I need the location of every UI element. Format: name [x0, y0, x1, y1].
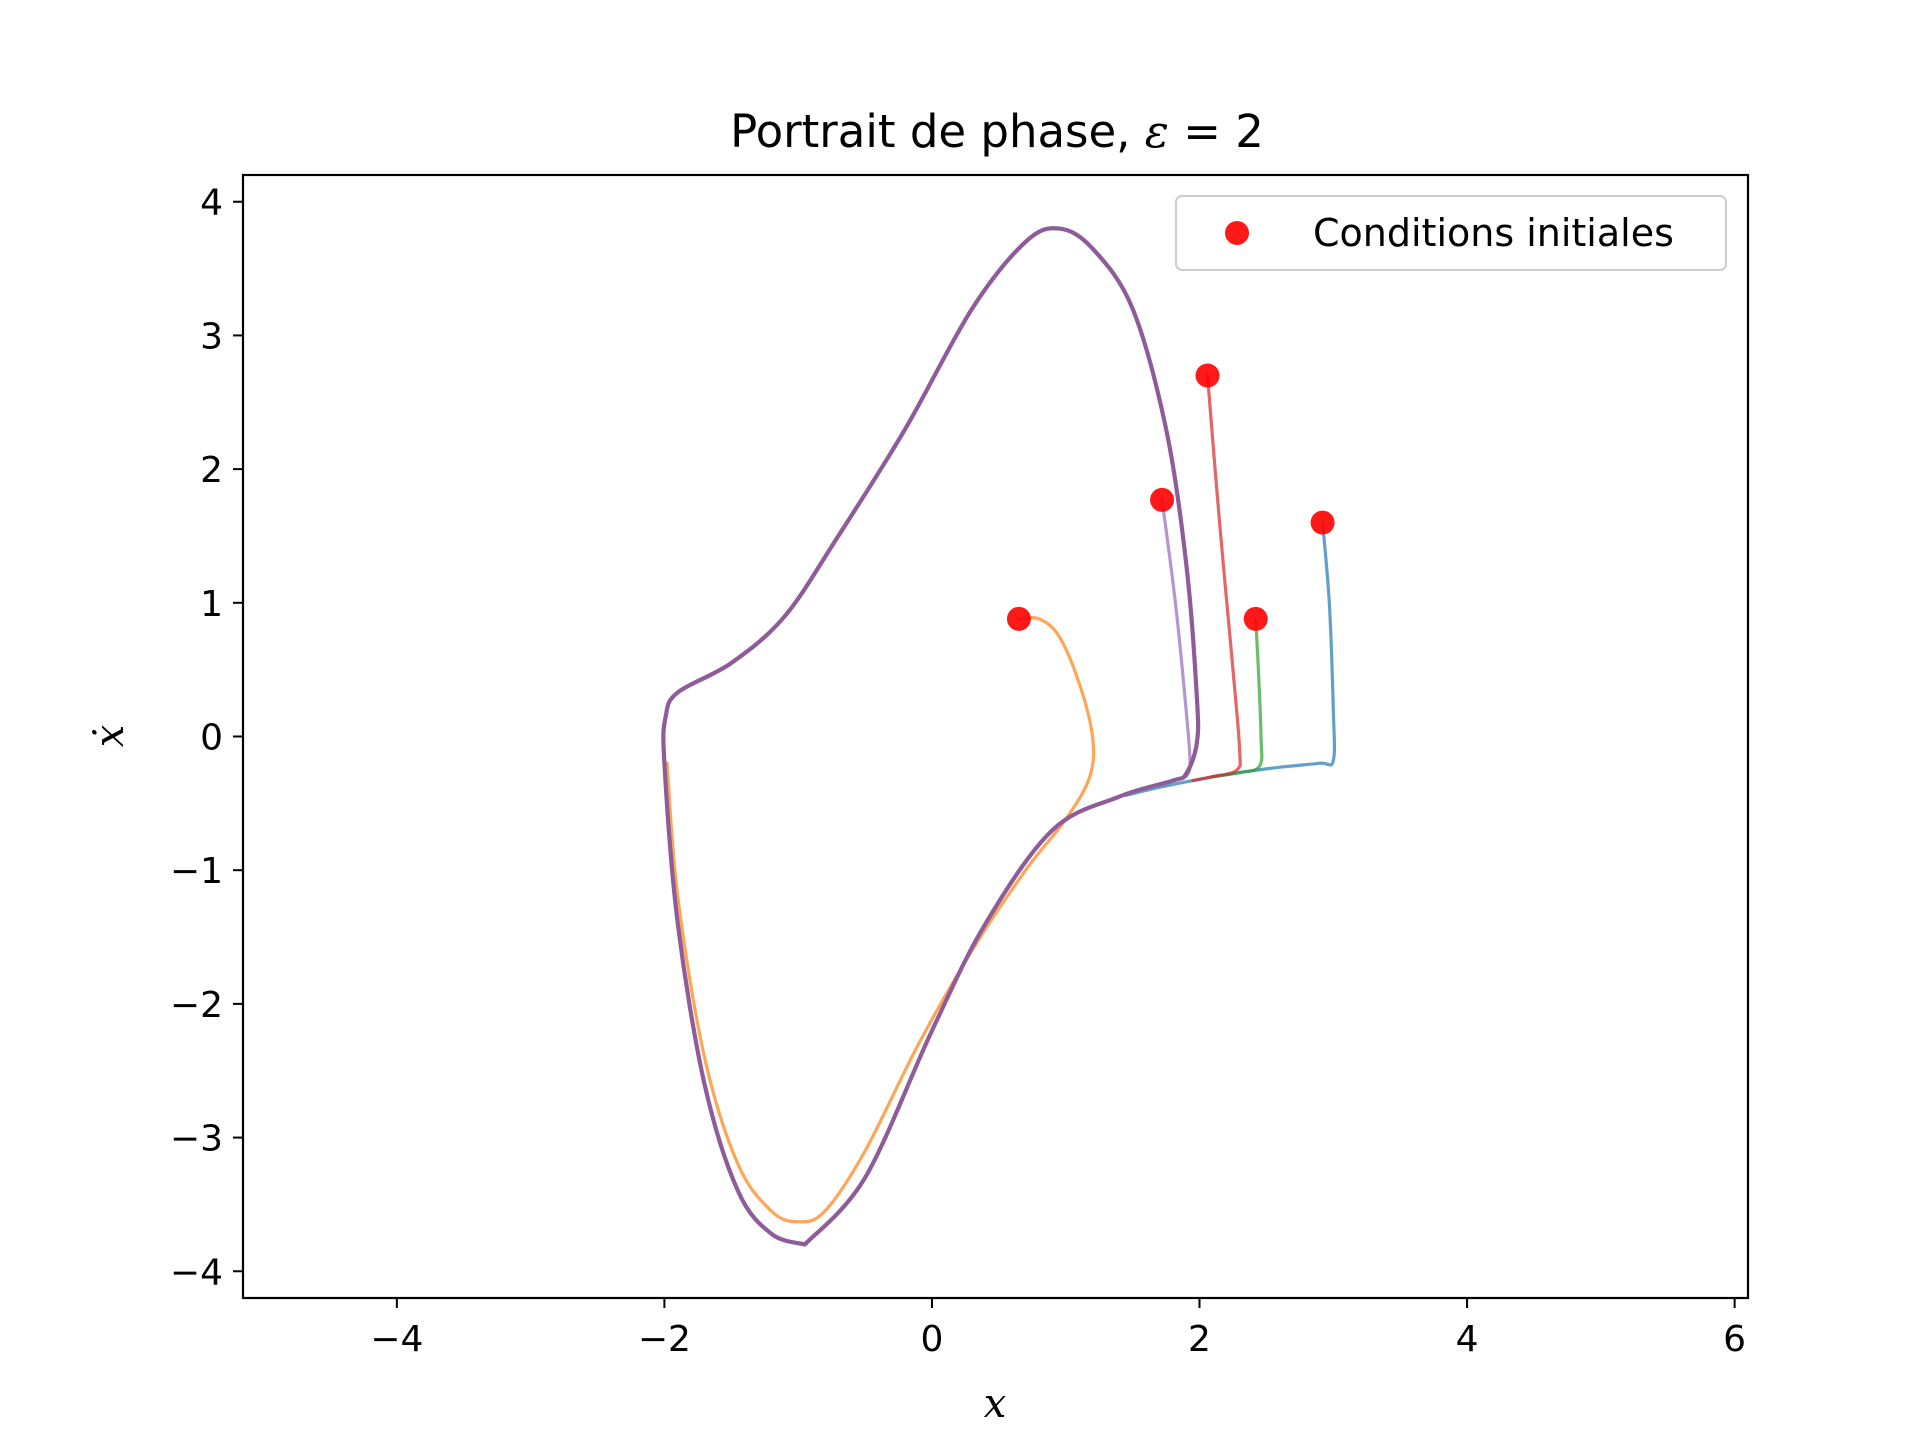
x-tick-label: −2 [638, 1319, 691, 1360]
y-tick-label: 1 [200, 584, 223, 625]
trajectory-line-1 [1124, 521, 1337, 797]
y-tick-label: 4 [200, 183, 223, 224]
initial-condition-layer [1006, 363, 1335, 631]
y-tick-label: 0 [200, 718, 223, 759]
trajectory-line-4 [1191, 373, 1242, 783]
x-tick-label: −4 [370, 1319, 423, 1360]
x-tick-label: 4 [1456, 1319, 1479, 1360]
x-axis-label: x [984, 1381, 1007, 1427]
y-tick-label: −3 [170, 1119, 223, 1160]
x-tick-label: 2 [1188, 1319, 1211, 1360]
y-tick-label: −1 [170, 851, 223, 892]
initial-condition-point [1243, 606, 1268, 631]
y-axis-label: ẋ [87, 725, 133, 748]
x-tick-label: 6 [1723, 1319, 1746, 1360]
legend: Conditions initiales [1175, 195, 1727, 271]
chart-title-text: Portrait de phase, [730, 105, 1145, 158]
y-tick-label: −4 [170, 1252, 223, 1293]
initial-condition-point [1006, 606, 1031, 631]
initial-condition-point [1150, 487, 1175, 512]
initial-condition-point [1195, 363, 1220, 388]
y-axis-ticks: −4 −3 −2 −1 0 1 2 3 4 [170, 183, 243, 1293]
y-tick-label: 3 [200, 316, 223, 357]
chart-title-symbol: ε [1145, 105, 1169, 158]
x-tick-label: 0 [921, 1319, 944, 1360]
legend-marker [1225, 221, 1249, 245]
chart-title: Portrait de phase, ε = 2 [730, 105, 1264, 158]
limit-cycle-line [661, 226, 1201, 1247]
chart-title-rest: = 2 [1169, 105, 1264, 158]
trajectory-line-2 [665, 616, 1096, 1224]
y-tick-label: −2 [170, 985, 223, 1026]
legend-frame [1175, 195, 1727, 271]
x-axis-ticks: −4 −2 0 2 4 6 [370, 1298, 1746, 1360]
trajectory-layer [661, 226, 1337, 1247]
legend-label: Conditions initiales [1313, 211, 1674, 255]
y-tick-label: 2 [200, 450, 223, 491]
trajectory-line-3 [1211, 617, 1264, 779]
initial-condition-point [1310, 510, 1335, 535]
